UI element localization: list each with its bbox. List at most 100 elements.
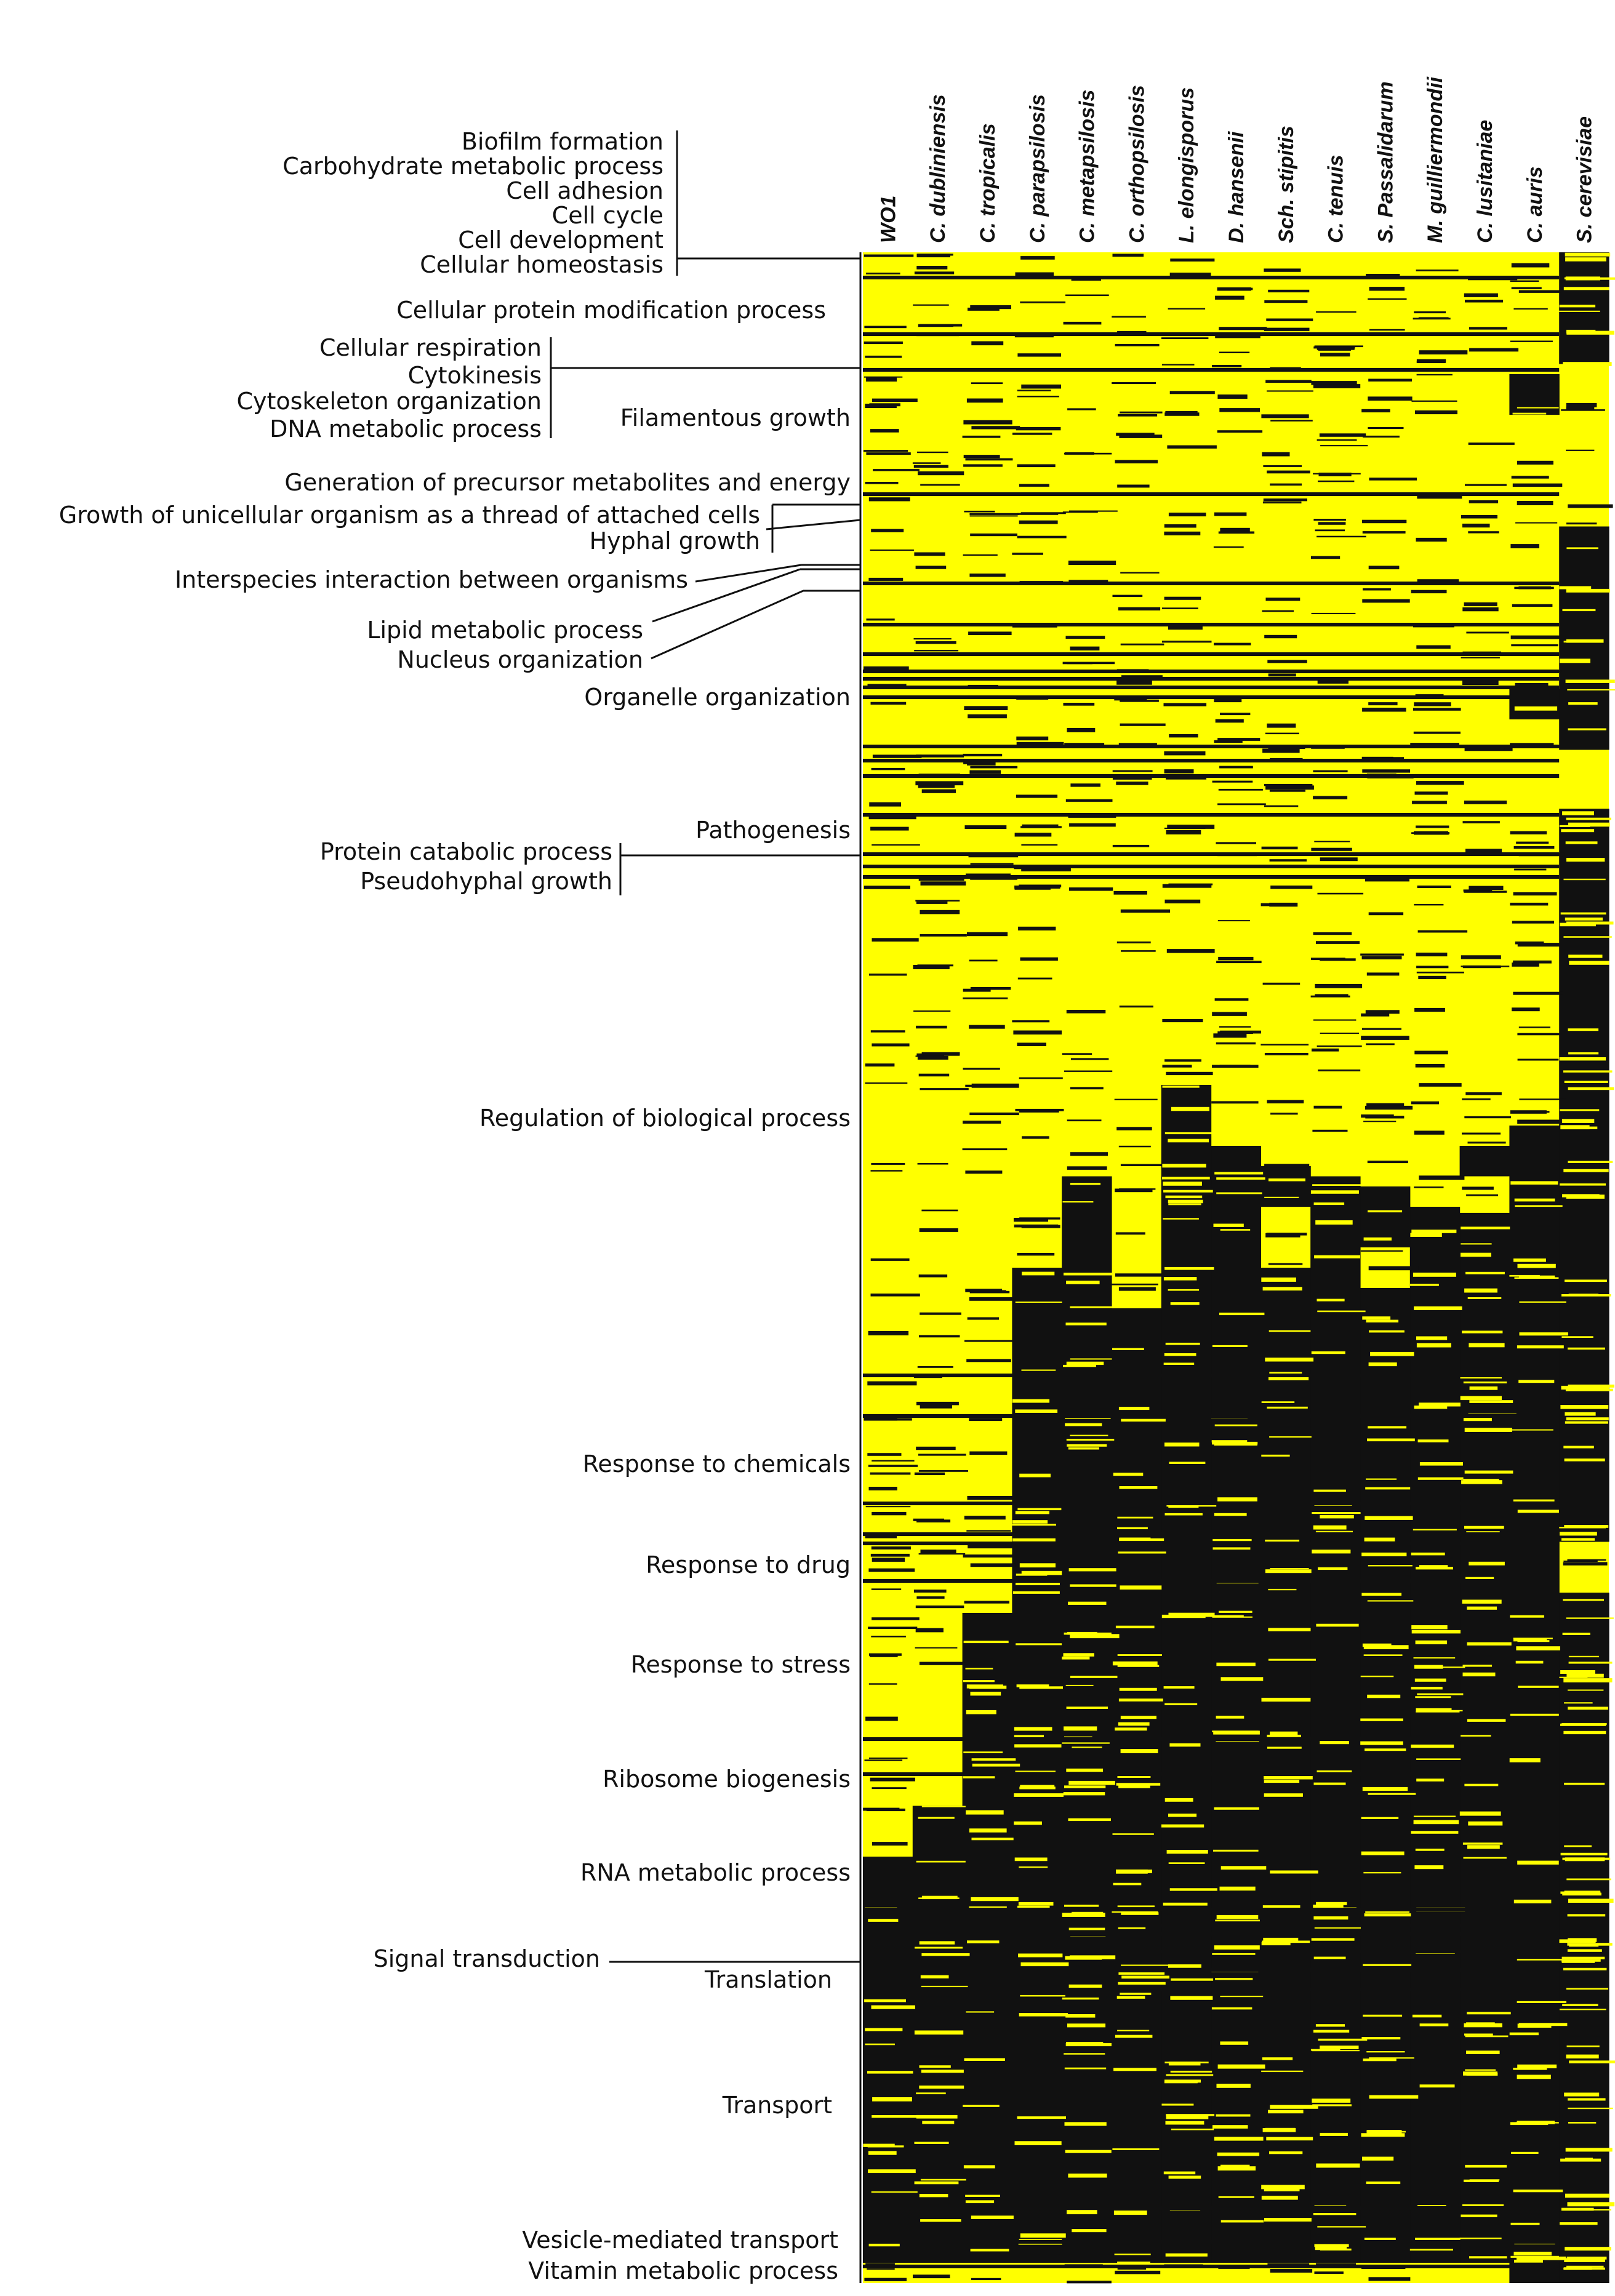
gene-stripe [1562, 1633, 1590, 1635]
bracket-line [652, 568, 801, 623]
gene-stripe [1212, 780, 1253, 783]
gene-stripe [1562, 811, 1594, 815]
gene-stripe [1467, 1845, 1500, 1849]
gene-stripe [1413, 1273, 1456, 1277]
species-column-labels: WO1 C. dubliniensis C. tropicalis C. paraps… [876, 76, 1596, 243]
gene-stripe [1566, 1673, 1604, 1678]
gene-stripe [1463, 889, 1493, 892]
gene-stripe [1070, 1676, 1118, 1678]
gene-stripe [871, 1163, 905, 1165]
gene-stripe [1219, 408, 1260, 412]
gene-stripe [1116, 782, 1148, 785]
gene-stripe [1563, 1446, 1594, 1449]
gene-stripe [1510, 1615, 1544, 1618]
gene-stripe [920, 324, 963, 327]
gene-stripe [1414, 1186, 1444, 1188]
gene-stripe [1265, 2127, 1296, 2131]
band-separator [863, 1924, 1560, 1927]
gene-stripe [1519, 1275, 1555, 1279]
gene-stripe [1411, 1101, 1439, 1105]
gene-stripe [1165, 1195, 1203, 1199]
gene-stripe [1568, 728, 1606, 730]
gene-stripe [963, 1641, 1009, 1644]
absent-block-5 [1509, 689, 1560, 719]
gene-stripe [1065, 1684, 1094, 1686]
gene-stripe [1168, 1138, 1209, 1143]
gene-stripe [916, 2114, 958, 2119]
gene-stripe [1112, 254, 1144, 257]
gene-stripe [1312, 1129, 1348, 1132]
gene-stripe [1510, 544, 1539, 548]
gene-stripe [872, 1043, 910, 1047]
gene-stripe [1569, 2060, 1615, 2063]
gene-stripe [1214, 512, 1247, 516]
gene-stripe [1566, 402, 1597, 407]
gene-stripe [1016, 1643, 1062, 1646]
gene-stripe [1064, 452, 1094, 455]
gene-stripe [1118, 1972, 1165, 1975]
gene-stripe [1567, 2202, 1615, 2207]
gene-stripe [871, 1588, 902, 1590]
gene-stripe [1409, 2249, 1453, 2251]
gene-stripe [1216, 1042, 1256, 1045]
gene-stripe [1012, 433, 1052, 435]
gene-stripe [1062, 1913, 1105, 1917]
gene-stripe [1361, 1552, 1407, 1556]
gene-stripe [918, 1817, 955, 1819]
gene-stripe [1171, 1978, 1214, 1981]
gene-stripe [1513, 2068, 1547, 2070]
gene-stripe [872, 1842, 908, 1846]
gene-stripe [1164, 412, 1200, 416]
gene-stripe [870, 702, 907, 705]
gene-stripe [968, 855, 1019, 858]
gene-stripe [913, 1590, 947, 1593]
band-separator [863, 813, 1560, 817]
gene-stripe [1465, 1092, 1502, 1095]
gene-stripe [1262, 501, 1302, 504]
gene-stripe [1414, 1007, 1445, 1012]
gene-stripe [913, 304, 949, 306]
category-label: Vitamin metabolic process [528, 2257, 838, 2284]
gene-stripe [1065, 636, 1105, 639]
gene-stripe [1366, 2130, 1406, 2133]
gene-stripe [1217, 738, 1260, 741]
gene-stripe [1015, 1302, 1062, 1303]
gene-stripe [913, 1010, 951, 1012]
gene-stripe [1164, 899, 1201, 903]
gene-stripe [1419, 1083, 1462, 1087]
gene-stripe [1463, 1479, 1499, 1481]
gene-stripe [1565, 679, 1615, 683]
gene-stripe [1461, 955, 1501, 959]
gene-stripe [1416, 1778, 1445, 1782]
gene-stripe [865, 355, 902, 358]
gene-stripe [872, 754, 922, 758]
gene-stripe [1219, 287, 1253, 290]
gene-stripe [919, 2086, 964, 2089]
gene-stripe [1170, 1996, 1213, 2000]
gene-stripe [1018, 1953, 1063, 1958]
gene-stripe [1316, 2163, 1360, 2168]
gene-stripe [1465, 484, 1507, 486]
gene-stripe [1169, 1462, 1206, 1464]
gene-stripe [918, 877, 964, 881]
gene-stripe [1068, 1818, 1111, 1822]
gene-stripe [1214, 998, 1249, 1001]
gene-stripe [1465, 1577, 1494, 1579]
gene-stripe [963, 1680, 995, 1682]
gene-stripe [1018, 1902, 1054, 1906]
gene-stripe [920, 1088, 969, 1090]
gene-stripe [963, 753, 1003, 757]
category-label: Nucleus organization [397, 646, 643, 673]
gene-stripe [1419, 1462, 1463, 1466]
gene-stripe [870, 429, 899, 433]
gene-stripe [1415, 1849, 1445, 1851]
gene-stripe [1320, 857, 1358, 862]
gene-stripe [1121, 675, 1163, 679]
gene-stripe [867, 1381, 917, 1386]
gene-stripe [920, 1975, 949, 1978]
gene-stripe [913, 638, 952, 640]
gene-stripe [1318, 1069, 1361, 1071]
gene-stripe [1169, 734, 1198, 738]
gene-stripe [1560, 1670, 1595, 1674]
gene-stripe [869, 1653, 902, 1656]
